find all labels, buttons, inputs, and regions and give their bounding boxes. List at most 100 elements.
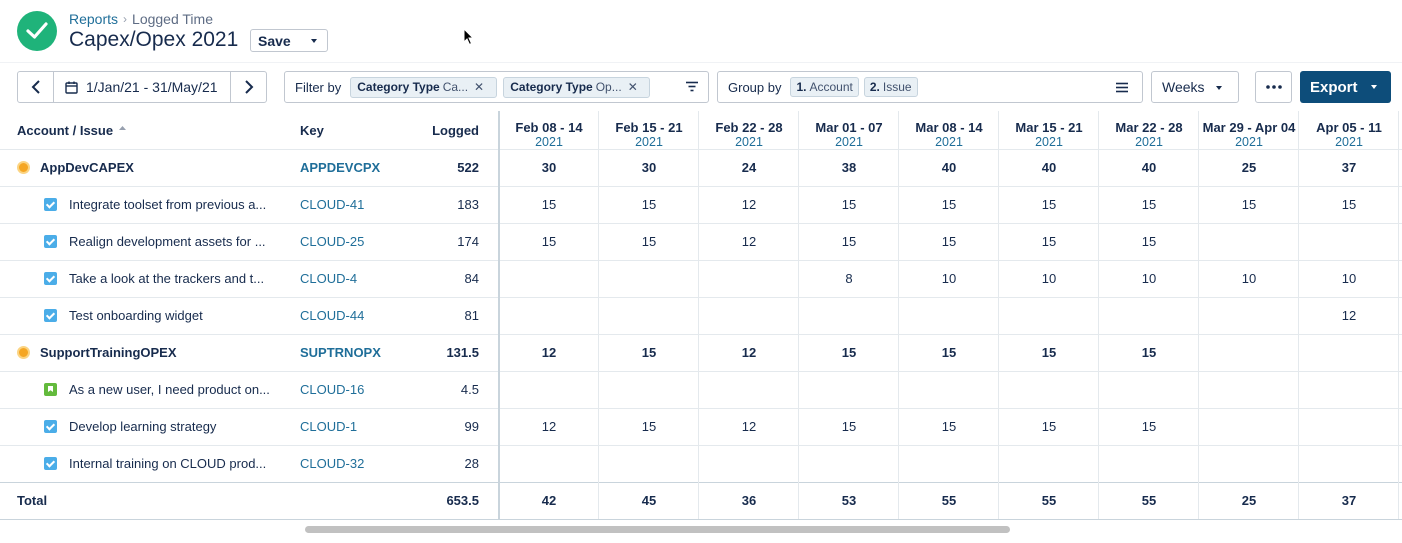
issue-row-name[interactable]: Realign development assets for ... <box>44 223 279 260</box>
week-hours-cell[interactable]: 12 <box>741 345 757 360</box>
previous-period-button[interactable] <box>18 72 54 102</box>
week-hours-cell[interactable]: 12 <box>541 419 557 434</box>
week-hours-cell[interactable] <box>799 445 899 482</box>
week-hours-cell[interactable]: 12 <box>1341 308 1357 323</box>
week-hours-cell[interactable]: 15 <box>841 234 857 249</box>
column-header-week[interactable]: Feb 22 - 28 2021 <box>699 111 799 149</box>
week-hours-cell[interactable] <box>1099 445 1199 482</box>
week-hours-cell[interactable] <box>1199 334 1299 371</box>
week-hours-cell[interactable] <box>999 297 1099 334</box>
week-hours-cell[interactable]: 12 <box>741 419 757 434</box>
column-header-week[interactable]: Mar 01 - 07 2021 <box>799 111 899 149</box>
next-period-button[interactable] <box>230 72 266 102</box>
week-hours-cell[interactable] <box>599 260 699 297</box>
column-header-account[interactable]: Account / Issue <box>17 111 277 149</box>
week-hours-cell[interactable] <box>599 445 699 482</box>
week-hours-cell[interactable]: 15 <box>1041 234 1057 249</box>
column-header-key[interactable]: Key <box>300 122 324 138</box>
week-hours-cell[interactable]: 12 <box>541 345 557 360</box>
week-hours-cell[interactable] <box>499 371 599 408</box>
issue-key-link[interactable]: CLOUD-25 <box>300 234 365 249</box>
week-hours-cell[interactable]: 10 <box>1341 271 1357 286</box>
week-hours-cell[interactable]: 15 <box>641 234 657 249</box>
week-hours-cell[interactable]: 10 <box>941 271 957 286</box>
week-hours-cell[interactable] <box>1199 445 1299 482</box>
week-hours-cell[interactable] <box>1299 223 1399 260</box>
week-hours-cell[interactable]: 15 <box>941 419 957 434</box>
account-row-name[interactable]: AppDevCAPEX <box>17 149 287 186</box>
week-hours-cell[interactable] <box>699 260 799 297</box>
horizontal-scrollbar[interactable] <box>305 526 1010 533</box>
week-hours-cell[interactable]: 40 <box>941 160 957 175</box>
column-header-week[interactable]: Mar 22 - 28 2021 <box>1099 111 1199 149</box>
issue-key-link[interactable]: CLOUD-4 <box>300 271 358 286</box>
save-button[interactable]: Save <box>258 32 291 49</box>
week-hours-cell[interactable]: 15 <box>1241 197 1257 212</box>
column-header-week[interactable]: Feb 15 - 21 2021 <box>599 111 699 149</box>
group-chip[interactable]: 2. Issue <box>863 77 918 97</box>
week-hours-cell[interactable]: 10 <box>1241 271 1257 286</box>
remove-filter-icon[interactable]: ✕ <box>474 80 485 94</box>
week-hours-cell[interactable]: 38 <box>841 160 857 175</box>
week-hours-cell[interactable]: 15 <box>1041 197 1057 212</box>
column-header-week[interactable]: Mar 15 - 21 2021 <box>999 111 1099 149</box>
week-hours-cell[interactable]: 15 <box>841 197 857 212</box>
column-header-week[interactable]: Mar 08 - 14 2021 <box>899 111 999 149</box>
week-hours-cell[interactable] <box>499 445 599 482</box>
issue-key-link[interactable]: CLOUD-44 <box>300 308 365 323</box>
week-hours-cell[interactable]: 15 <box>1341 197 1357 212</box>
week-hours-cell[interactable]: 40 <box>1141 160 1157 175</box>
week-hours-cell[interactable]: 15 <box>641 345 657 360</box>
week-hours-cell[interactable]: 37 <box>1341 160 1357 175</box>
week-hours-cell[interactable] <box>999 371 1099 408</box>
week-hours-cell[interactable] <box>599 371 699 408</box>
account-row-name[interactable]: SupportTrainingOPEX <box>17 334 287 371</box>
week-hours-cell[interactable]: 12 <box>741 197 757 212</box>
more-options-button[interactable] <box>1255 71 1292 103</box>
week-hours-cell[interactable] <box>1299 445 1399 482</box>
filter-bar[interactable]: Filter by Category Type Ca... ✕ Category… <box>284 71 709 103</box>
week-hours-cell[interactable] <box>499 297 599 334</box>
group-by-bar[interactable]: Group by 1. Account 2. Issue <box>717 71 1143 103</box>
week-hours-cell[interactable]: 40 <box>1041 160 1057 175</box>
week-hours-cell[interactable]: 15 <box>641 197 657 212</box>
issue-row-name[interactable]: Take a look at the trackers and t... <box>44 260 279 297</box>
filter-chip[interactable]: Category Type Ca... ✕ <box>350 76 498 98</box>
week-hours-cell[interactable]: 15 <box>1141 234 1157 249</box>
week-hours-cell[interactable]: 15 <box>1141 419 1157 434</box>
save-options-button[interactable] <box>301 30 327 51</box>
issue-key-link[interactable]: CLOUD-1 <box>300 419 358 434</box>
week-hours-cell[interactable]: 15 <box>941 345 957 360</box>
week-hours-cell[interactable] <box>599 297 699 334</box>
week-hours-cell[interactable] <box>699 297 799 334</box>
issue-row-name[interactable]: Develop learning strategy <box>44 408 279 445</box>
week-hours-cell[interactable]: 25 <box>1241 160 1257 175</box>
filter-chip[interactable]: Category Type Op... ✕ <box>503 76 651 98</box>
week-hours-cell[interactable] <box>799 297 899 334</box>
week-hours-cell[interactable] <box>1099 371 1199 408</box>
week-hours-cell[interactable] <box>699 371 799 408</box>
week-hours-cell[interactable]: 15 <box>1141 197 1157 212</box>
week-hours-cell[interactable] <box>899 297 999 334</box>
week-hours-cell[interactable] <box>899 371 999 408</box>
issue-key-link[interactable]: CLOUD-32 <box>300 456 365 471</box>
filter-icon[interactable] <box>686 81 698 92</box>
week-hours-cell[interactable] <box>1199 297 1299 334</box>
week-hours-cell[interactable] <box>799 371 899 408</box>
breadcrumb-reports-link[interactable]: Reports <box>69 11 119 27</box>
week-hours-cell[interactable]: 15 <box>941 197 957 212</box>
column-header-week[interactable]: Mar 29 - Apr 04 2021 <box>1199 111 1299 149</box>
week-hours-cell[interactable] <box>499 260 599 297</box>
week-hours-cell[interactable]: 15 <box>541 197 557 212</box>
week-hours-cell[interactable] <box>999 445 1099 482</box>
date-range-picker[interactable]: 1/Jan/21 - 31/May/21 <box>54 72 230 102</box>
issue-row-name[interactable]: Test onboarding widget <box>44 297 279 334</box>
week-hours-cell[interactable] <box>1299 371 1399 408</box>
issue-key-link[interactable]: CLOUD-41 <box>300 197 365 212</box>
issue-key-link[interactable]: SUPTRNOPX <box>300 345 381 360</box>
week-hours-cell[interactable] <box>1099 297 1199 334</box>
week-hours-cell[interactable]: 24 <box>741 160 757 175</box>
week-hours-cell[interactable]: 15 <box>1041 419 1057 434</box>
week-hours-cell[interactable]: 8 <box>845 271 853 286</box>
week-hours-cell[interactable] <box>1299 408 1399 445</box>
